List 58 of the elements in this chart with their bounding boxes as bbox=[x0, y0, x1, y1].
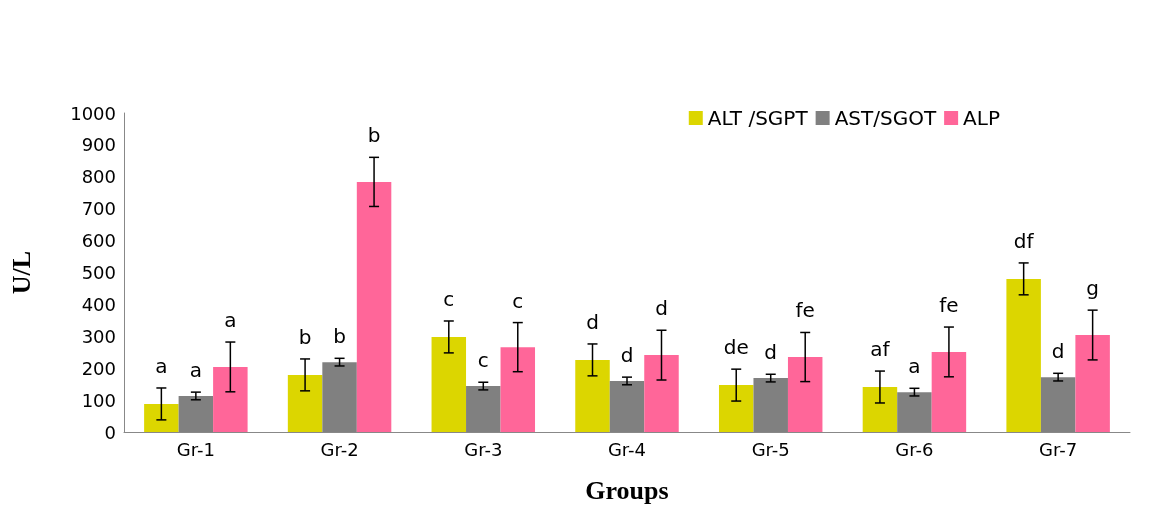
data-label: d bbox=[655, 296, 668, 321]
data-label: fe bbox=[795, 298, 815, 323]
y-tick-label: 300 bbox=[81, 325, 116, 347]
data-label: d bbox=[1051, 339, 1065, 364]
data-label: a bbox=[224, 308, 237, 333]
data-label: b bbox=[333, 324, 346, 349]
data-label: c bbox=[443, 286, 455, 311]
y-tick-label: 700 bbox=[81, 198, 116, 220]
legend-label: AST/SGOT bbox=[834, 106, 937, 130]
bar bbox=[500, 347, 536, 432]
data-label: d bbox=[764, 340, 778, 365]
y-tick-label: 900 bbox=[81, 134, 116, 156]
bar bbox=[718, 385, 754, 432]
y-tick-label: 400 bbox=[81, 293, 116, 315]
bar bbox=[144, 403, 179, 432]
data-label: b bbox=[367, 123, 381, 148]
bar bbox=[644, 355, 679, 432]
x-tick-label: Gr-6 bbox=[895, 438, 934, 460]
data-label: d bbox=[586, 309, 599, 334]
bar bbox=[787, 357, 823, 432]
data-label: c bbox=[512, 288, 524, 313]
x-tick-label: Gr-3 bbox=[464, 438, 503, 460]
data-label: af bbox=[870, 337, 891, 362]
x-tick-label: Gr-4 bbox=[607, 438, 647, 460]
bar bbox=[213, 366, 248, 432]
data-label: d bbox=[620, 343, 634, 368]
data-label: c bbox=[477, 348, 489, 373]
x-tick-label: Gr-7 bbox=[1039, 438, 1078, 460]
bar bbox=[1075, 335, 1110, 432]
y-tick-label: 500 bbox=[81, 262, 116, 283]
bar bbox=[575, 359, 610, 432]
data-label: a bbox=[155, 353, 168, 378]
x-tick-label: Gr-2 bbox=[320, 438, 359, 460]
data-label: de bbox=[723, 335, 749, 360]
bar bbox=[931, 351, 967, 432]
data-label: a bbox=[908, 354, 921, 379]
y-tick-label: 200 bbox=[81, 357, 116, 379]
y-tick-label: 800 bbox=[81, 166, 116, 188]
legend-label: ALP bbox=[963, 106, 1001, 130]
y-axis-title: U/L bbox=[6, 250, 36, 295]
y-tick-label: 1000 bbox=[70, 102, 116, 124]
data-label: b bbox=[298, 324, 312, 349]
x-tick-label: Gr-1 bbox=[176, 438, 215, 460]
data-label: a bbox=[189, 358, 202, 383]
data-label: g bbox=[1086, 276, 1099, 301]
y-tick-label: 100 bbox=[81, 389, 116, 411]
bar bbox=[431, 336, 467, 432]
bar bbox=[1006, 278, 1041, 432]
bar bbox=[356, 181, 392, 432]
legend-label: ALT /SGPT bbox=[707, 106, 809, 130]
data-label: df bbox=[1013, 228, 1035, 253]
y-tick-label: 600 bbox=[81, 230, 116, 252]
x-tick-label: Gr-5 bbox=[751, 438, 790, 460]
bar bbox=[287, 374, 323, 432]
data-label: fe bbox=[939, 293, 959, 318]
bar bbox=[862, 387, 898, 432]
y-tick-label: 0 bbox=[104, 421, 116, 443]
x-axis-title: Groups bbox=[585, 475, 669, 505]
